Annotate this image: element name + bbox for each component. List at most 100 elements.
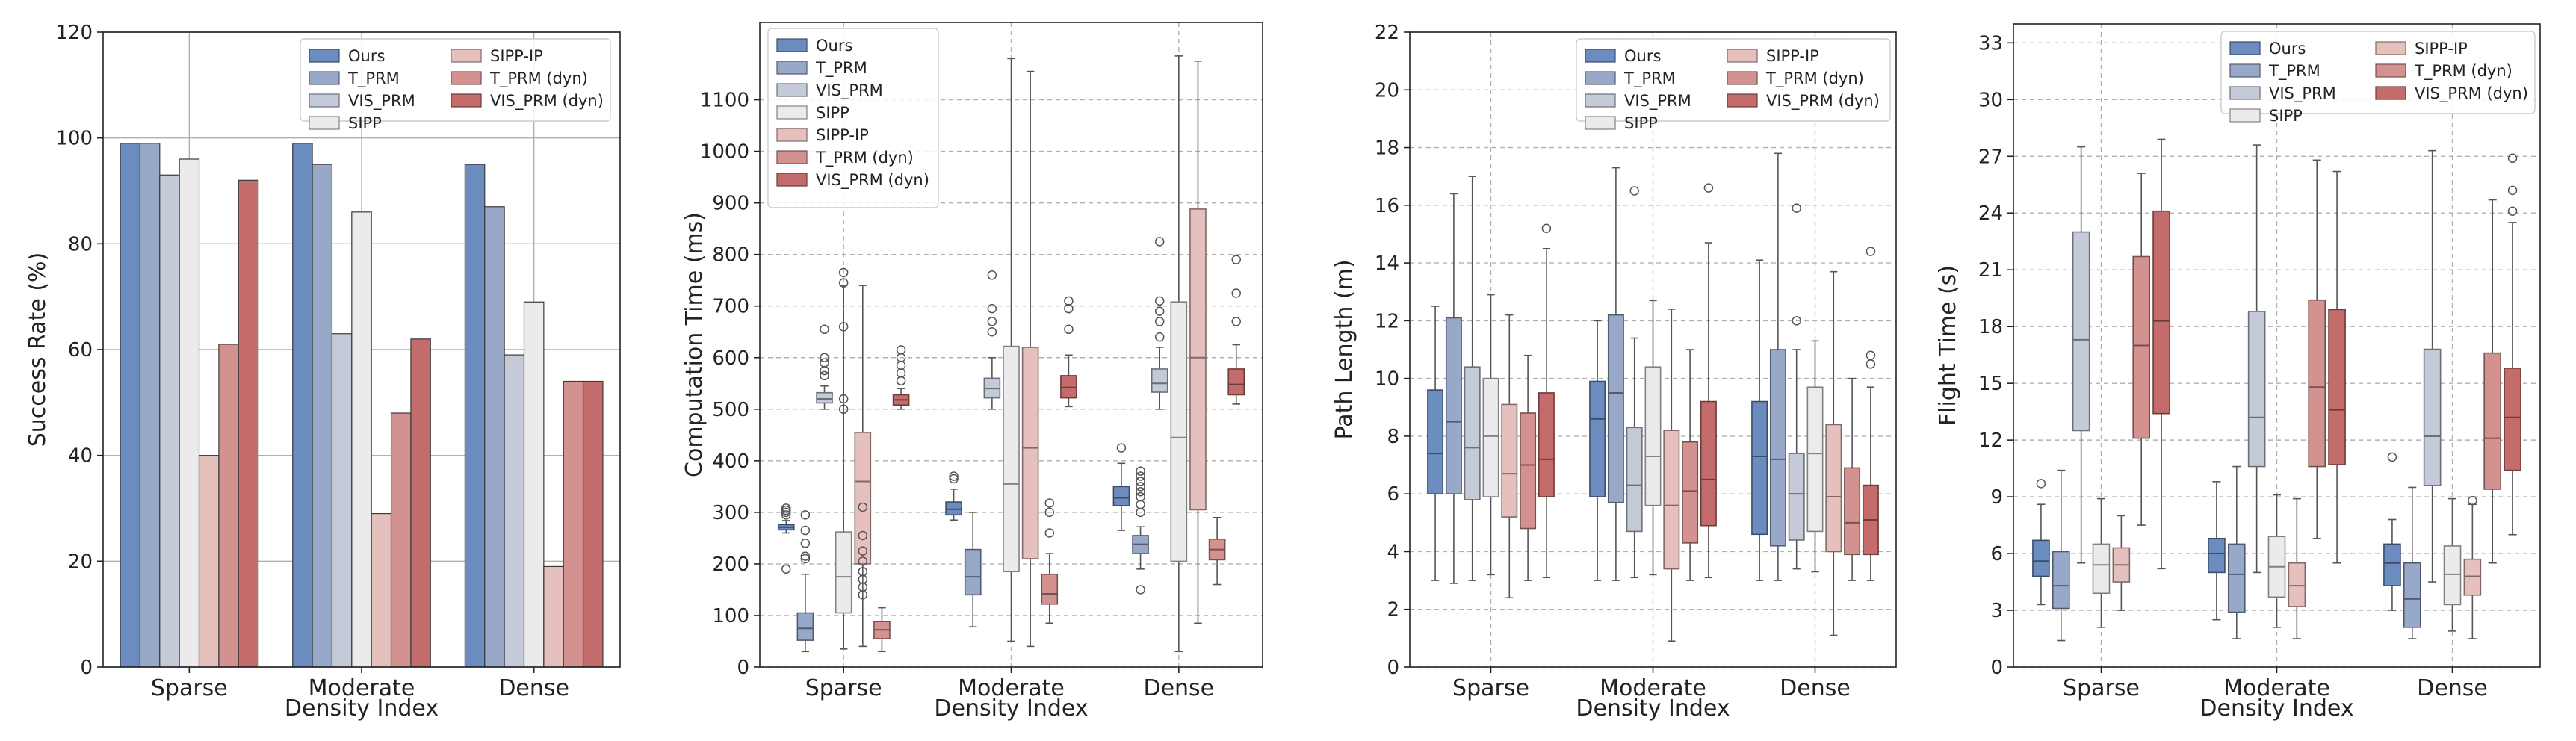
box xyxy=(1663,430,1680,570)
outlier-point xyxy=(1064,303,1074,314)
y-tick-label: 21 xyxy=(1978,259,2003,282)
legend-swatch xyxy=(2229,108,2261,123)
box xyxy=(796,612,814,641)
outlier-point xyxy=(1136,585,1145,595)
outlier-point xyxy=(1154,317,1165,326)
box xyxy=(2152,210,2170,415)
outlier-point xyxy=(838,322,849,332)
outlier-point xyxy=(987,303,997,314)
outlier-point xyxy=(1231,255,1241,264)
box xyxy=(1189,208,1207,511)
bar xyxy=(198,455,220,668)
bar xyxy=(504,354,525,668)
legend-swatch xyxy=(309,71,340,85)
outlier-point xyxy=(820,358,829,368)
legend-swatch xyxy=(776,128,808,142)
y-tick-label: 10 xyxy=(1375,368,1399,391)
outlier-point xyxy=(987,317,997,326)
y-tick-label: 8 xyxy=(1387,426,1399,448)
box xyxy=(1445,317,1462,494)
legend: Ours T_PRM VIS_PRM SIPP SIPP-IP T_PRM (dyn) VI… xyxy=(300,38,611,132)
legend-swatch xyxy=(2229,86,2261,100)
y-tick-label: 0 xyxy=(737,657,749,679)
x-tick-label: Dense xyxy=(1780,675,1851,701)
outlier-point xyxy=(1064,324,1074,335)
y-tick-label: 24 xyxy=(1978,202,2003,225)
box xyxy=(1464,366,1481,500)
box xyxy=(2483,352,2502,490)
legend-label: VIS_PRM (dyn) xyxy=(2415,84,2528,103)
x-tick-label: Moderate xyxy=(1600,675,1706,701)
y-tick-label: 33 xyxy=(1978,32,2003,55)
outlier-point xyxy=(800,551,811,561)
legend-swatch xyxy=(451,49,482,63)
x-tick-label: Moderate xyxy=(958,675,1065,701)
y-tick-label: 20 xyxy=(1375,79,1399,102)
outlier-point xyxy=(838,278,849,288)
box xyxy=(2247,311,2266,468)
outlier-point xyxy=(2507,153,2518,164)
outlier-point xyxy=(838,267,849,278)
bar xyxy=(292,143,313,668)
outlier-point xyxy=(820,370,829,381)
panel-3: 0 2 4 6 8 10 12 14 16 18 20 22 Sparse Moderate Dense De… xyxy=(1331,22,1897,722)
legend-label: T_PRM xyxy=(1623,69,1676,88)
bar xyxy=(390,412,412,668)
legend-swatch xyxy=(1585,93,1616,108)
x-tick-label: Moderate xyxy=(309,675,415,701)
box xyxy=(1427,389,1444,494)
legend-label: Ours xyxy=(1624,47,1661,65)
outlier-point xyxy=(820,365,829,376)
outlier-point xyxy=(781,510,791,520)
legend-label: T_PRM xyxy=(2268,62,2320,81)
box xyxy=(1751,400,1768,536)
y-tick-label: 30 xyxy=(1978,89,2003,111)
box xyxy=(2052,551,2070,610)
box xyxy=(1227,368,1245,396)
outlier-point xyxy=(800,554,811,564)
x-tick-label: Sparse xyxy=(2063,675,2140,701)
box xyxy=(945,501,962,516)
y-tick-label: 9 xyxy=(1990,486,2003,509)
legend-label: SIPP-IP xyxy=(816,126,869,144)
y-tick-label: 900 xyxy=(712,193,749,215)
bar xyxy=(464,164,486,668)
legend-swatch xyxy=(309,93,340,108)
x-tick-label: Sparse xyxy=(151,675,228,701)
bar xyxy=(179,158,200,668)
box xyxy=(1003,345,1020,573)
panel-2: 0 100 200 300 400 500 600 700 800 900 1000 1100 Spar… xyxy=(681,22,1263,722)
y-tick-label: 18 xyxy=(1978,316,2003,338)
legend-swatch xyxy=(2229,41,2261,55)
outlier-point xyxy=(896,368,906,378)
box xyxy=(1607,314,1624,503)
box xyxy=(1501,403,1518,518)
legend-swatch xyxy=(776,150,808,164)
y-axis-label: Flight Time (s) xyxy=(1935,265,1961,426)
legend-label: VIS_PRM xyxy=(2269,84,2336,103)
box xyxy=(1021,347,1039,559)
outlier-point xyxy=(1866,350,1876,360)
bar xyxy=(139,143,161,668)
outlier-point xyxy=(820,353,829,363)
legend-swatch xyxy=(1585,116,1616,130)
legend-swatch xyxy=(451,93,482,108)
outlier-point xyxy=(820,324,829,335)
legend-label: SIPP xyxy=(2269,107,2303,125)
legend-swatch xyxy=(2229,63,2261,78)
legend-swatch xyxy=(776,173,808,187)
y-tick-label: 600 xyxy=(712,347,749,370)
outlier-point xyxy=(1231,317,1241,326)
panel-1: 0 20 40 60 80 100 120 Sparse Moderate Dense Densit… xyxy=(25,22,621,722)
outlier-point xyxy=(2036,479,2046,489)
bar xyxy=(582,380,604,668)
outlier-point xyxy=(858,556,868,566)
y-tick-label: 100 xyxy=(55,128,93,150)
outlier-point xyxy=(1154,237,1165,247)
y-tick-label: 18 xyxy=(1375,137,1399,160)
outlier-point xyxy=(838,394,849,404)
box xyxy=(854,432,872,565)
outlier-point xyxy=(800,510,811,520)
legend-label: Ours xyxy=(348,47,385,65)
